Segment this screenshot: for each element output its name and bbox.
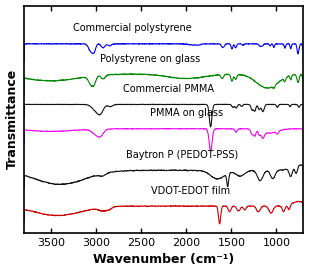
Text: Commercial polystyrene: Commercial polystyrene xyxy=(73,23,192,33)
Text: Baytron P (PEDOT-PSS): Baytron P (PEDOT-PSS) xyxy=(126,150,238,160)
X-axis label: Wavenumber (cm⁻¹): Wavenumber (cm⁻¹) xyxy=(93,254,235,267)
Text: PMMA on glass: PMMA on glass xyxy=(150,108,223,118)
Text: VDOT-EDOT film: VDOT-EDOT film xyxy=(151,186,231,196)
Text: Polystyrene on glass: Polystyrene on glass xyxy=(100,54,201,64)
Y-axis label: Transmittance: Transmittance xyxy=(6,69,19,169)
Text: Commercial PMMA: Commercial PMMA xyxy=(123,84,214,94)
